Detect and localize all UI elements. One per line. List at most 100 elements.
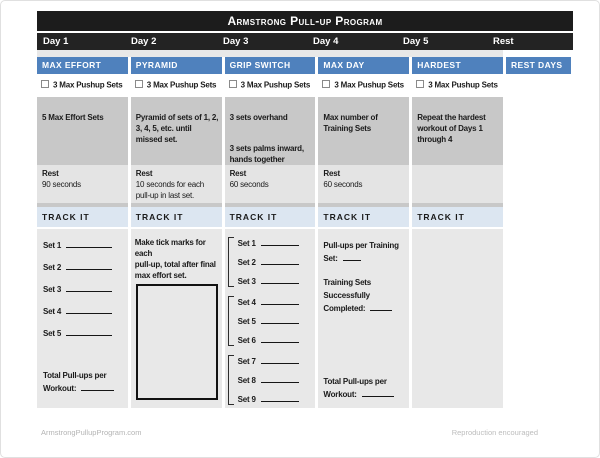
track-body-row: Set 1 Set 2 Set 3 Set 4 Set 5 Total Pull… [37,229,503,408]
pushup-label: 3 Max Pushup Sets [240,80,311,90]
page-title: Armstrong Pull-up Program [37,11,573,31]
workout-text: Repeat the hardest workout of Days 1 thr… [417,113,486,144]
rest-label: Rest [229,169,247,178]
set-label: Set 9 [237,395,256,404]
fill-in-line [66,327,113,336]
fill-in-line [81,382,115,391]
track-header-row: TRACK IT TRACK IT TRACK IT TRACK IT TRAC… [37,207,503,227]
set-row: Set 7 [238,355,299,367]
set-row: Set 2 [43,261,126,273]
type-header-max-effort: MAX EFFORT [37,57,128,74]
set-row: Set 5 [238,315,299,327]
fill-in-line [260,296,299,305]
track-it-header-day-4: TRACK IT [318,207,410,227]
workout-text: 3 sets palms inward, hands together [229,144,304,164]
set-label: Set 8 [237,376,256,385]
rest-cell-day-1: Rest 90 seconds [37,165,128,203]
set-row: Set 4 [238,296,299,308]
workout-total: Total Pull-ups per Workout: [323,375,407,401]
day-header-3: Day 3 [223,36,249,47]
training-sets-completed: Training Sets Successfully Completed: [323,276,407,315]
pushup-cell-day-4: 3 Max Pushup Sets [318,74,409,97]
rest-label: Rest [323,169,340,178]
set-label: Set 1 [43,241,62,250]
workout-total: Total Pull-ups per Workout: [43,369,126,395]
set-label: Set 3 [237,277,256,286]
set-label: Set 2 [237,258,256,267]
track-it-header-day-5: TRACK IT [412,207,503,227]
rest-detail: 90 seconds [42,180,81,189]
set-label: Set 4 [43,307,62,316]
rest-row: Rest 90 seconds Rest 10 seconds for each… [37,165,503,203]
set-label: Set 5 [43,329,62,338]
pushup-label: 3 Max Pushup Sets [334,80,404,90]
workout-total: Total: [135,405,220,408]
fill-in-line [260,256,299,265]
rest-cell-day-4: Rest 60 seconds [318,165,410,203]
workout-text: Max number of Training Sets [323,113,378,133]
total-label: Workout: [43,382,126,395]
fill-in-line [260,315,299,324]
set-row: Set 8 [238,374,299,386]
footer-note: Reproduction encouraged [451,428,538,437]
track-cell-day-1: Set 1 Set 2 Set 3 Set 4 Set 5 Total Pull… [37,229,128,408]
track-it-header-day-2: TRACK IT [130,207,222,227]
pushup-label: 3 Max Pushup Sets [428,80,498,90]
set-label: Set 4 [237,298,256,307]
set-label: Set 1 [237,239,256,248]
rest-detail: 60 seconds [229,180,269,189]
track-label: Set: [323,252,407,265]
tick-mark-box [135,284,218,400]
fill-in-line [260,374,299,383]
pushup-label: 3 Max Pushup Sets [53,80,123,90]
track-label: Successfully [323,291,370,300]
workout-text: 5 Max Effort Sets [42,113,104,122]
set-row: Set 6 [238,334,299,346]
rest-cell-day-5 [412,165,503,203]
track-cell-day-2: Make tick marks for each pull-up, total … [130,229,222,408]
fill-in-line [260,275,299,284]
pushup-cell-day-5: 3 Max Pushup Sets [412,74,503,97]
set-label: Set 6 [237,336,256,345]
day-header-2: Day 2 [131,36,157,47]
set-row: Set 4 [43,305,126,317]
fill-in-line [260,393,299,402]
type-header-row: MAX EFFORT PYRAMID GRIP SWITCH MAX DAY H… [37,57,503,74]
rest-cell-day-3: Rest 60 seconds [224,165,316,203]
total-label: Total: [135,407,155,408]
set-label: Set 3 [43,285,62,294]
fill-in-line [160,405,208,408]
track-it-header-day-3: TRACK IT [224,207,316,227]
pushup-cell-day-1: 3 Max Pushup Sets [37,74,128,97]
checkbox-icon[interactable] [134,80,143,88]
tick-marks-note: Make tick marks for each pull-up, total … [134,238,216,280]
rest-label: Rest [42,169,59,178]
checkbox-icon[interactable] [41,80,49,88]
set-group: Set 4 Set 5 Set 6 [227,296,314,346]
fill-in-line [361,388,394,397]
day-header-5: Day 5 [403,36,429,47]
rest-detail: 60 seconds [323,180,363,189]
fill-in-line [66,305,113,314]
checkbox-icon[interactable] [416,80,425,88]
fill-in-line [260,334,299,343]
fill-in-line [66,239,113,248]
pushup-checkbox-row: 3 Max Pushup Sets 3 Max Pushup Sets 3 Ma… [37,74,503,97]
fill-in-line [260,355,299,364]
set-group-bracket [227,237,234,287]
set-row: Set 1 [43,239,126,251]
set-row: Set 3 [43,283,126,295]
set-row: Set 1 [238,237,299,249]
workout-row: 5 Max Effort Sets Pyramid of sets of 1, … [37,97,503,216]
track-label: Training Sets [323,278,372,287]
day-header-row: Day 1 Day 2 Day 3 Day 4 Day 5 Rest [37,33,573,50]
rest-cell-day-2: Rest 10 seconds for each pull-up in last… [130,165,222,203]
set-label: Set 5 [237,317,256,326]
day-header-rest: Rest [493,36,514,47]
checkbox-icon[interactable] [322,80,331,88]
set-group-bracket [227,355,234,405]
workout-text: Pyramid of sets of 1, 2, 3, 4, 5, etc. u… [135,113,219,144]
set-row: Set 3 [238,275,299,287]
rest-detail: 10 seconds for each pull-up in last set. [135,180,205,200]
checkbox-icon[interactable] [228,80,237,88]
